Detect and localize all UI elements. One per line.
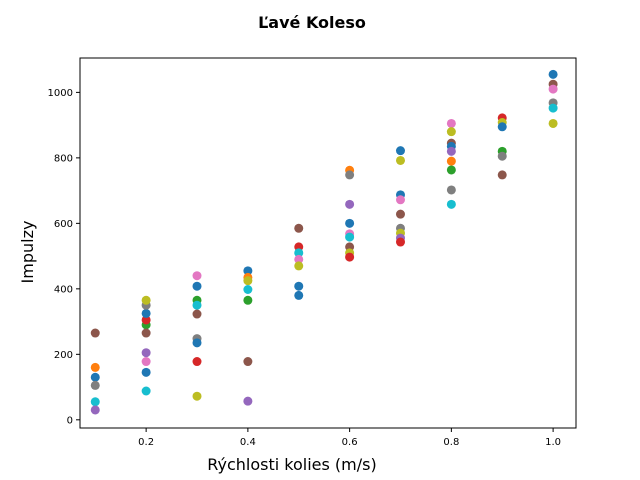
data-point-58 [446, 127, 456, 137]
data-point-35 [294, 254, 304, 264]
x-tick-label: 0.6 [342, 437, 358, 448]
data-point-4 [90, 397, 100, 407]
data-point-17 [192, 281, 202, 291]
data-point-3 [90, 380, 100, 390]
data-point-10 [141, 295, 151, 305]
data-point-7 [141, 315, 151, 325]
data-point-40 [345, 170, 355, 180]
data-point-74 [548, 84, 558, 94]
data-point-51 [395, 195, 405, 205]
data-point-62 [446, 156, 456, 166]
data-point-22 [192, 338, 202, 348]
y-tick-label: 0 [67, 415, 73, 426]
data-point-31 [243, 396, 253, 406]
data-point-13 [141, 357, 151, 367]
data-point-52 [395, 209, 405, 219]
data-point-0 [90, 372, 100, 382]
chart-title: Ľavé Koleso [258, 13, 366, 32]
data-point-57 [446, 118, 456, 128]
data-point-61 [446, 146, 456, 156]
y-tick-label: 1000 [48, 88, 73, 99]
data-point-15 [141, 386, 151, 396]
data-point-32 [294, 223, 304, 233]
data-point-12 [141, 348, 151, 358]
data-point-76 [548, 103, 558, 113]
data-point-5 [90, 405, 100, 415]
data-point-63 [446, 165, 456, 175]
data-point-56 [395, 237, 405, 247]
x-axis: 0.2 0.4 0.6 0.8 1.0 [138, 428, 561, 448]
data-point-14 [141, 367, 151, 377]
x-axis-label: Rýchlosti kolies (m/s) [207, 455, 376, 474]
data-point-34 [294, 248, 304, 258]
data-point-19 [192, 300, 202, 310]
y-tick-label: 800 [54, 153, 73, 164]
data-point-16 [192, 271, 202, 281]
data-point-8 [141, 308, 151, 318]
data-point-2 [90, 328, 100, 338]
y-tick-label: 600 [54, 219, 73, 230]
data-point-47 [345, 252, 355, 262]
data-point-28 [243, 284, 253, 294]
data-point-49 [395, 155, 405, 165]
y-axis-label: Impulzy [18, 221, 37, 284]
plot-frame [79, 57, 577, 429]
y-axis: 0 200 400 600 800 1000 [48, 88, 80, 426]
x-tick-label: 0.8 [443, 437, 459, 448]
data-point-77 [548, 118, 558, 128]
data-point-1 [90, 362, 100, 372]
data-point-29 [243, 295, 253, 305]
y-tick-label: 200 [54, 350, 73, 361]
x-tick-label: 0.4 [240, 437, 256, 448]
data-point-24 [192, 391, 202, 401]
data-point-65 [446, 199, 456, 209]
data-point-20 [192, 309, 202, 319]
data-point-27 [243, 276, 253, 286]
data-point-64 [446, 185, 456, 195]
data-point-23 [192, 357, 202, 367]
data-point-25 [243, 266, 253, 276]
x-tick-label: 0.2 [138, 437, 154, 448]
data-point-68 [497, 122, 507, 132]
data-point-30 [243, 357, 253, 367]
data-point-70 [497, 151, 507, 161]
y-tick-label: 400 [54, 284, 73, 295]
data-point-41 [345, 199, 355, 209]
data-point-48 [395, 146, 405, 156]
data-point-71 [497, 170, 507, 180]
data-point-38 [294, 290, 304, 300]
x-tick-label: 1.0 [545, 437, 561, 448]
data-point-11 [141, 328, 151, 338]
data-point-37 [294, 281, 304, 291]
data-point-72 [548, 69, 558, 79]
data-points [90, 69, 558, 415]
data-point-42 [345, 218, 355, 228]
data-point-36 [294, 261, 304, 271]
data-point-44 [345, 232, 355, 242]
